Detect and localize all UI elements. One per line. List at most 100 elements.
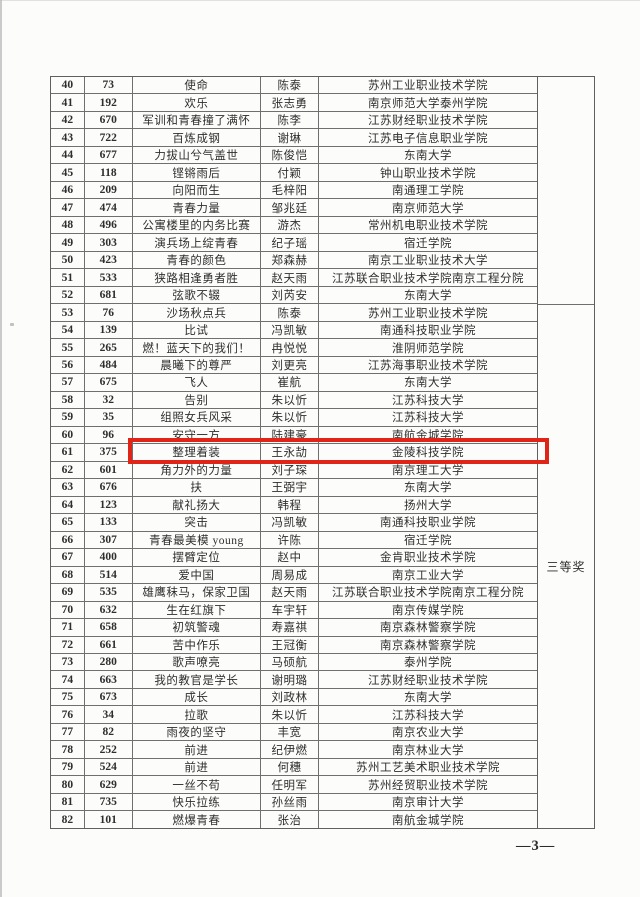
author-cell: 孙丝雨 bbox=[261, 793, 319, 811]
school-cell: 江苏科技大学 bbox=[391, 394, 464, 407]
seq-cell: 57 bbox=[51, 374, 85, 391]
school-cell: 南航金城学院 bbox=[391, 814, 464, 827]
entry-no-cell: 673 bbox=[85, 688, 133, 706]
school-cell: 钟山职业技术学院 bbox=[379, 167, 476, 180]
author-cell: 朱以忻 bbox=[261, 409, 319, 426]
entry-no-cell: 32 bbox=[85, 391, 133, 409]
entry-no-cell: 484 bbox=[85, 356, 133, 374]
title-cell: 前进 bbox=[133, 758, 262, 776]
title-cell: 燃爆青春 bbox=[133, 811, 262, 828]
author-cell: 张治 bbox=[261, 811, 319, 828]
table-row: 57 675 飞人 崔航 东南大学 bbox=[51, 374, 537, 392]
award-label-third-prize: 三等奖 bbox=[546, 559, 586, 574]
seq-cell: 78 bbox=[51, 741, 85, 758]
school-cell: 宿迁学院 bbox=[403, 534, 452, 547]
table-row: 78 252 前进 纪伊燃 南京林业大学 bbox=[51, 741, 537, 759]
school-cell: 南通科技职业学院 bbox=[379, 517, 476, 530]
author-cell: 陈泰 bbox=[261, 304, 319, 321]
school-cell: 常州机电职业技术学院 bbox=[367, 220, 488, 233]
entry-no-cell: 96 bbox=[85, 426, 133, 444]
table-row: 66 307 青春最美模 young 许陈 宿迁学院 bbox=[51, 531, 537, 550]
table-row: 54 139 比试 冯凯敏 南通科技职业学院 bbox=[51, 321, 537, 340]
title-cell: 我的教官是学长 bbox=[133, 671, 262, 688]
entry-no-cell: 123 bbox=[85, 496, 133, 514]
seq-cell: 44 bbox=[51, 146, 85, 164]
table-row: 68 514 爱中国 周易成 南京工业大学 bbox=[51, 566, 537, 585]
title-cell: 狭路相逢勇者胜 bbox=[133, 269, 262, 286]
seq-cell: 47 bbox=[51, 199, 85, 216]
seq-cell: 62 bbox=[51, 461, 85, 479]
entry-no-cell: 533 bbox=[85, 269, 133, 286]
seq-cell: 54 bbox=[51, 321, 85, 339]
results-table: 40 73 使命 陈泰 苏州工业职业技术学院 41 192 欢乐 张志勇 南京师范大学泰州学院 42… bbox=[50, 76, 595, 829]
table-row: 76 34 拉歌 朱以忻 江苏科技大学 bbox=[51, 706, 537, 724]
seq-cell: 64 bbox=[51, 496, 85, 514]
seq-cell: 69 bbox=[51, 584, 85, 601]
school-cell: 苏州工艺美术职业技术学院 bbox=[355, 762, 500, 775]
entry-no-cell: 663 bbox=[85, 671, 133, 688]
seq-cell: 75 bbox=[51, 688, 85, 706]
title-cell: 欢乐 bbox=[133, 94, 262, 111]
page-number: —3— bbox=[516, 838, 556, 854]
entry-no-cell: 133 bbox=[85, 514, 133, 531]
title-cell: 燃！蓝天下的我们！ bbox=[133, 339, 262, 356]
seq-cell: 73 bbox=[51, 653, 85, 671]
entry-no-cell: 423 bbox=[85, 251, 133, 269]
school-cell: 南京农业大学 bbox=[391, 727, 464, 740]
entry-no-cell: 676 bbox=[85, 479, 133, 496]
entry-no-cell: 280 bbox=[85, 653, 133, 671]
author-cell: 刘芮安 bbox=[261, 286, 319, 304]
title-cell: 青春的颜色 bbox=[133, 251, 262, 269]
scan-artifact bbox=[10, 323, 14, 326]
school-cell: 苏州经贸职业技术学院 bbox=[367, 779, 488, 792]
table-row: 44 677 力拔山兮气盖世 陈俊恺 东南大学 bbox=[51, 146, 537, 165]
school-cell: 东南大学 bbox=[403, 482, 452, 495]
table-row: 79 524 前进 何穗 苏州工艺美术职业技术学院 bbox=[51, 758, 537, 777]
school-cell: 淮阴师范学院 bbox=[391, 342, 464, 355]
table-row: 48 496 公寓楼里的内务比赛 游杰 常州机电职业技术学院 bbox=[51, 216, 537, 235]
school-cell: 金陵科技学院 bbox=[391, 447, 464, 460]
entry-no-cell: 514 bbox=[85, 566, 133, 584]
table-row: 65 133 突击 冯凯敏 南通科技职业学院 bbox=[51, 514, 537, 532]
title-cell: 雄鹰秣马，保家卫国 bbox=[133, 584, 262, 601]
title-cell: 告别 bbox=[133, 391, 262, 409]
author-cell: 朱以忻 bbox=[261, 391, 319, 409]
school-cell: 东南大学 bbox=[403, 290, 452, 303]
title-cell: 晨曦下的尊严 bbox=[133, 356, 262, 374]
author-cell: 刘子琛 bbox=[261, 461, 319, 479]
school-cell: 东南大学 bbox=[403, 150, 452, 163]
seq-cell: 63 bbox=[51, 479, 85, 496]
title-cell: 弦歌不辍 bbox=[133, 286, 262, 304]
author-cell: 韩程 bbox=[261, 496, 319, 514]
table-row: 62 601 角力外的力量 刘子琛 南京理工大学 bbox=[51, 461, 537, 480]
seq-cell: 80 bbox=[51, 776, 85, 793]
author-cell: 游杰 bbox=[261, 216, 319, 234]
title-cell: 初筑警魂 bbox=[133, 619, 262, 636]
school-cell: 南京传媒学院 bbox=[391, 604, 464, 617]
seq-cell: 41 bbox=[51, 94, 85, 111]
seq-cell: 59 bbox=[51, 409, 85, 426]
author-cell: 纪伊燃 bbox=[261, 741, 319, 758]
seq-cell: 60 bbox=[51, 426, 85, 444]
award-cell-upper bbox=[538, 77, 594, 305]
author-cell: 纪子瑶 bbox=[261, 234, 319, 251]
entry-no-cell: 82 bbox=[85, 723, 133, 741]
author-cell: 任明军 bbox=[261, 776, 319, 793]
school-cell: 江苏联合职业技术学院南京工程分院 bbox=[331, 272, 524, 285]
author-cell: 邹兆廷 bbox=[261, 199, 319, 216]
school-cell: 南京师范大学 bbox=[391, 202, 464, 215]
author-cell: 冉悦悦 bbox=[261, 339, 319, 356]
entry-no-cell: 73 bbox=[85, 77, 133, 94]
table-row: 55 265 燃！蓝天下的我们！ 冉悦悦 淮阴师范学院 bbox=[51, 339, 537, 357]
entry-no-cell: 722 bbox=[85, 129, 133, 146]
title-cell: 成长 bbox=[133, 688, 262, 706]
entry-no-cell: 303 bbox=[85, 234, 133, 251]
school-cell: 南京森林警察学院 bbox=[379, 639, 476, 652]
table-row: 67 400 摆臂定位 赵中 金肯职业技术学院 bbox=[51, 549, 537, 567]
entry-no-cell: 681 bbox=[85, 286, 133, 304]
author-cell: 崔航 bbox=[261, 374, 319, 391]
author-cell: 陈李 bbox=[261, 111, 319, 129]
title-cell: 生在红旗下 bbox=[133, 601, 262, 619]
school-cell: 江苏联合职业技术学院南京工程分院 bbox=[331, 587, 524, 600]
